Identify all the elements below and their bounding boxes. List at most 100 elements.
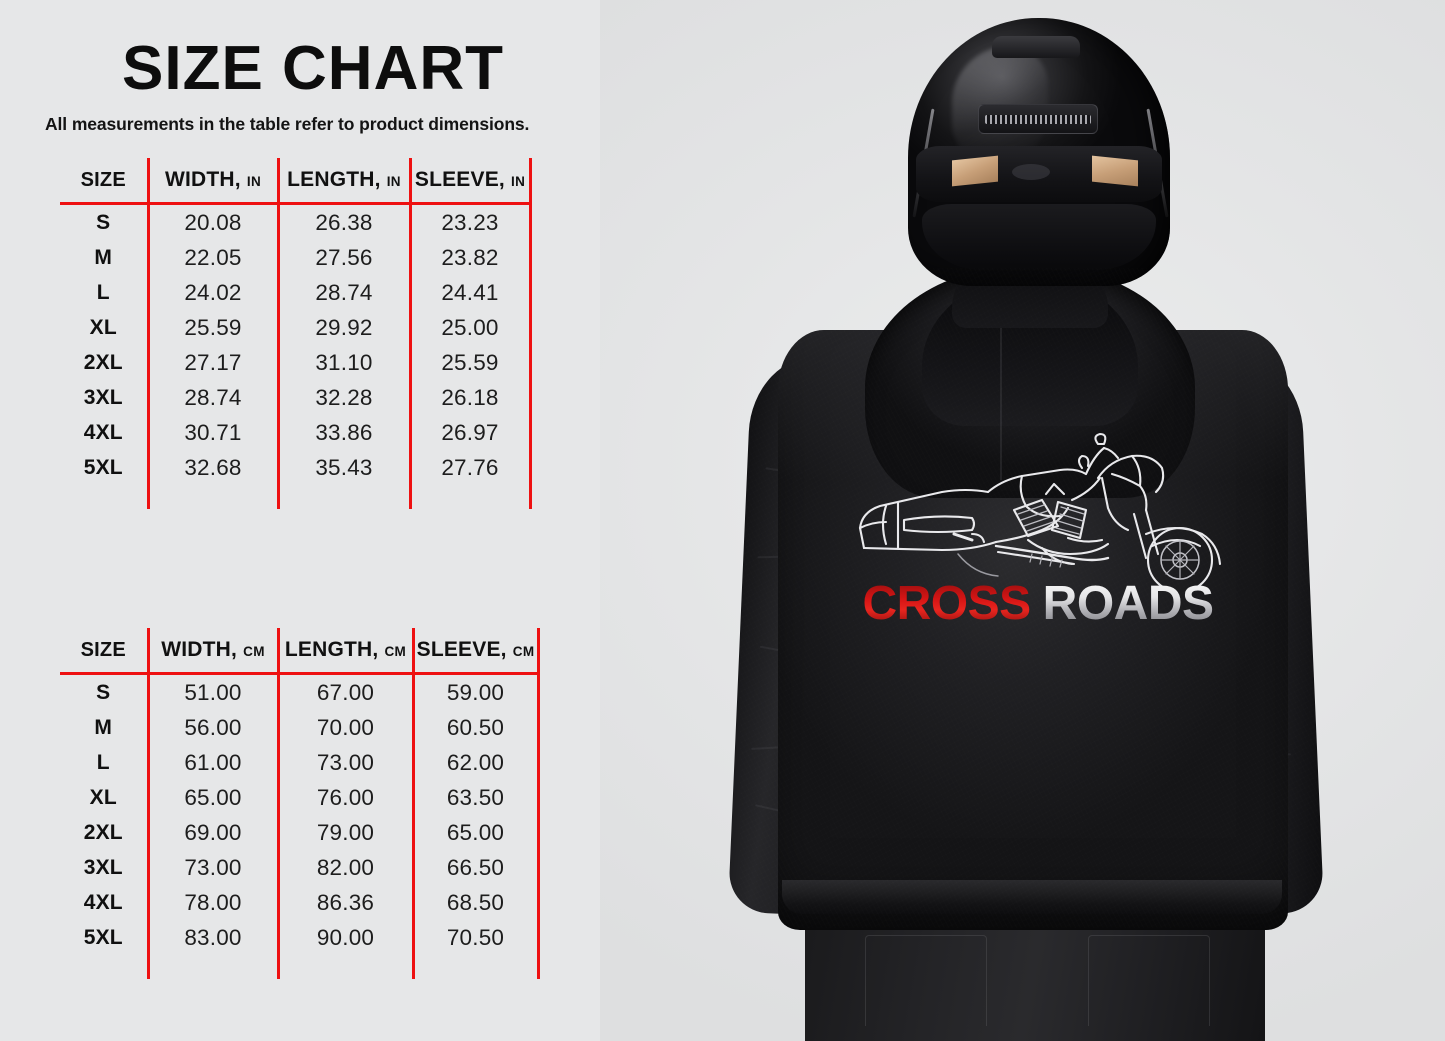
width-cell: 20.08 [148,203,280,240]
size-cell: L [60,745,150,780]
column-unit-in: IN [246,174,261,189]
rule-tail-cell [413,955,540,979]
back-print-graphic: CROSS ROADS [838,430,1238,645]
column-header-length: LENGTH, CM [278,628,415,675]
length-cell: 73.00 [278,745,415,780]
print-wordmark: CROSS ROADS [838,580,1238,628]
page-title: SIZE CHART [122,34,504,103]
inches-table-rule-tail [60,485,532,509]
cm-table-rule-tail [60,955,540,979]
column-header-size: SIZE [60,628,150,675]
column-header-length-label: LENGTH, [287,168,381,191]
column-unit-in: IN [511,174,526,189]
length-cell: 27.56 [278,240,412,275]
rule-tail-cell [60,955,150,979]
table-row: 2XL 69.00 79.00 65.00 [60,815,540,850]
sleeve-cell: 60.50 [413,710,540,745]
column-unit-cm: CM [243,644,265,659]
column-unit-in: IN [386,174,401,189]
width-cell: 56.00 [148,710,280,745]
table-row: 3XL 28.74 32.28 26.18 [60,380,532,415]
sleeve-cell: 26.18 [410,380,532,415]
size-cell: 4XL [60,415,150,450]
table-row: 5XL 32.68 35.43 27.76 [60,450,532,485]
length-cell: 32.28 [278,380,412,415]
column-unit-cm: CM [512,644,535,659]
sleeve-cell: 24.41 [410,275,532,310]
width-cell: 69.00 [148,815,280,850]
hoodie-hem [782,880,1282,914]
size-cell: S [60,673,150,710]
page-subtitle: All measurements in the table refer to p… [45,114,530,134]
rule-tail-cell [60,485,150,509]
table-row: S 20.08 26.38 23.23 [60,203,532,240]
helmet-top-vent [992,36,1080,58]
helmet-reflective-strip [1092,155,1138,187]
helmet-rear-vent [978,104,1098,134]
size-cell: XL [60,780,150,815]
sleeve-cell: 27.76 [410,450,532,485]
sleeve-cell: 23.23 [410,203,532,240]
model-wearing-hoodie: CROSS ROADS [600,0,1445,1041]
inches-table-head: SIZE WIDTH, IN LENGTH, IN SLEEVE, [60,158,532,205]
product-photo: CROSS ROADS [600,0,1445,1041]
sleeve-cell: 70.50 [413,920,540,955]
sleeve-cell: 66.50 [413,850,540,885]
cm-table-body: S 51.00 67.00 59.00 M 56.00 70.00 60.50 L 61.00 73… [60,673,540,955]
size-cell: 2XL [60,345,150,380]
length-cell: 76.00 [278,780,415,815]
column-header-size: SIZE [60,158,150,205]
rule-tail-cell [278,955,415,979]
width-cell: 78.00 [148,885,280,920]
table-row: 4XL 30.71 33.86 26.97 [60,415,532,450]
size-cell: M [60,710,150,745]
table-row: XL 25.59 29.92 25.00 [60,310,532,345]
length-cell: 31.10 [278,345,412,380]
sleeve-cell: 25.59 [410,345,532,380]
size-cell: XL [60,310,150,345]
table-row: M 56.00 70.00 60.50 [60,710,540,745]
column-header-sleeve-label: SLEEVE, [416,638,507,661]
print-word-cross: CROSS [862,577,1031,630]
cm-table: SIZE WIDTH, CM LENGTH, CM SLEEVE, [60,628,540,955]
table-row: S 51.00 67.00 59.00 [60,673,540,710]
table-row: L 24.02 28.74 24.41 [60,275,532,310]
length-cell: 26.38 [278,203,412,240]
motorcycle-line-art-icon [858,432,1222,590]
length-cell: 86.36 [278,885,415,920]
size-table-inches: SIZE WIDTH, IN LENGTH, IN SLEEVE, [60,158,532,509]
width-cell: 28.74 [148,380,280,415]
table-header-row: SIZE WIDTH, CM LENGTH, CM SLEEVE, [60,628,540,675]
length-cell: 67.00 [278,673,415,710]
size-cell: S [60,203,150,240]
width-cell: 73.00 [148,850,280,885]
length-cell: 70.00 [278,710,415,745]
size-table-cm: SIZE WIDTH, CM LENGTH, CM SLEEVE, [60,628,540,979]
sleeve-cell: 63.50 [413,780,540,815]
length-cell: 29.92 [278,310,412,345]
size-cell: 5XL [60,920,150,955]
table-row: 4XL 78.00 86.36 68.50 [60,885,540,920]
width-cell: 61.00 [148,745,280,780]
helmet-base-trim [922,204,1156,270]
column-header-width-label: WIDTH, [161,638,238,661]
rule-tail-cell [278,485,412,509]
width-cell: 51.00 [148,673,280,710]
column-header-length-label: LENGTH, [284,638,379,661]
column-header-width: WIDTH, IN [148,158,280,205]
size-cell: L [60,275,150,310]
size-cell: M [60,240,150,275]
sleeve-cell: 25.00 [410,310,532,345]
length-cell: 90.00 [278,920,415,955]
print-word-roads: ROADS [1042,577,1214,630]
size-cell: 4XL [60,885,150,920]
width-cell: 65.00 [148,780,280,815]
column-header-width: WIDTH, CM [148,628,280,675]
length-cell: 28.74 [278,275,412,310]
size-cell: 5XL [60,450,150,485]
table-row: 2XL 27.17 31.10 25.59 [60,345,532,380]
length-cell: 82.00 [278,850,415,885]
sleeve-cell: 62.00 [413,745,540,780]
helmet-brand-logo [1012,164,1050,180]
